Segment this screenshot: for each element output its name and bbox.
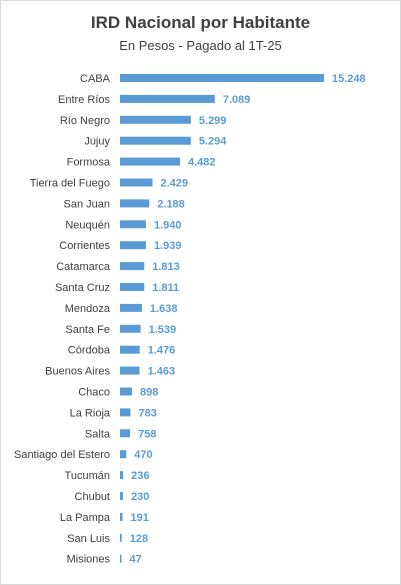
bar [120,199,150,208]
data-label: 5.299 [199,115,227,127]
bar [120,136,191,145]
category-label: Entre Ríos [58,94,110,106]
data-label: 1.539 [149,324,177,336]
category-label: San Juan [64,198,110,210]
category-label: San Luis [67,533,110,545]
bar [120,554,122,563]
category-label: Neuquén [65,219,110,231]
data-label: 470 [134,449,152,461]
data-label: 758 [138,428,156,440]
category-label: Santa Fe [65,324,110,336]
category-label: Chaco [78,387,110,399]
category-label: Chubut [75,491,110,503]
category-label: Buenos Aires [45,366,110,378]
category-label: Santa Cruz [55,282,110,294]
category-label: Santiago del Estero [14,449,110,461]
data-label: 2.188 [157,198,185,210]
data-label: 1.638 [150,303,178,315]
data-label: 1.476 [148,345,176,357]
category-label: Jujuy [84,136,110,148]
bar [120,115,191,124]
data-label: 191 [131,512,149,524]
data-label: 15.248 [332,73,366,85]
bar [120,471,124,480]
bar [120,345,140,354]
category-label: La Rioja [70,407,111,419]
category-label: CABA [80,73,111,85]
category-label: Río Negro [60,115,110,127]
bar [120,450,127,459]
chart-title: IRD Nacional por Habitante [90,13,311,32]
category-label: Misiones [67,554,111,566]
bar [120,387,133,396]
category-label: Formosa [67,157,111,169]
bar [120,262,145,271]
data-label: 1.811 [152,282,179,294]
category-label: Tierra del Fuego [30,178,110,190]
bar [120,220,146,229]
data-label: 1.940 [154,219,182,231]
category-label: Córdoba [68,345,111,357]
data-label: 230 [131,491,149,503]
bar [120,74,324,82]
bar [120,178,153,187]
category-label: Tucumán [65,470,110,482]
bar [120,533,122,542]
data-label: 1.813 [152,261,180,273]
data-label: 1.939 [154,240,182,252]
bar [120,283,145,291]
bar [120,492,124,500]
data-label: 2.429 [160,178,188,190]
data-label: 1.463 [148,366,176,378]
bar [120,429,131,438]
category-label: Mendoza [65,303,111,315]
bar [120,303,142,312]
category-label: Catamarca [56,261,111,273]
bar [120,157,180,166]
data-label: 128 [130,533,148,545]
data-label: 4.482 [188,157,216,169]
data-label: 898 [140,387,158,399]
category-label: Corrientes [59,240,110,252]
data-label: 5.294 [199,136,227,148]
chart-subtitle: En Pesos - Pagado al 1T-25 [119,38,282,53]
category-label: La Pampa [60,512,111,524]
bar [120,512,123,521]
bar [120,366,140,375]
bar [120,241,146,250]
data-label: 47 [130,554,142,566]
data-label: 783 [138,407,156,419]
bar [120,408,131,417]
category-label: Salta [85,428,111,440]
bar [120,94,215,103]
data-label: 236 [131,470,149,482]
bar [120,324,141,333]
data-label: 7.089 [223,94,251,106]
